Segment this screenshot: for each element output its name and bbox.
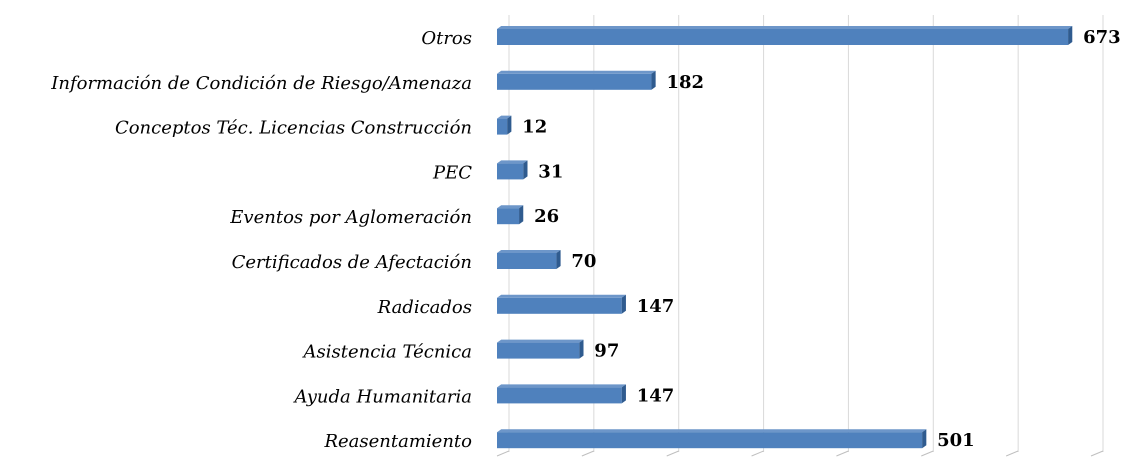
bar-side	[621, 384, 626, 404]
data-label: 12	[522, 117, 547, 138]
bar	[497, 297, 622, 314]
data-label: 182	[666, 72, 704, 93]
data-label: 501	[937, 430, 975, 451]
bar-top	[497, 339, 584, 343]
bar-top	[497, 294, 626, 298]
bar-top	[497, 384, 626, 388]
bar	[497, 73, 652, 90]
bar-side	[621, 294, 626, 314]
category-label: Asistencia Técnica	[301, 342, 472, 363]
bar-side	[519, 205, 524, 225]
bar-side	[1068, 26, 1073, 45]
bar	[497, 432, 923, 449]
bar	[497, 253, 557, 269]
bar-top	[497, 429, 927, 433]
category-label: Radicados	[377, 297, 472, 318]
bar	[497, 118, 508, 135]
bar-side	[556, 250, 561, 269]
tick-mark	[666, 450, 679, 457]
bar-side	[507, 115, 512, 135]
bar	[497, 208, 520, 225]
bar	[497, 387, 622, 404]
bar	[497, 29, 1069, 45]
category-label: Certificados de Afectación	[232, 252, 472, 273]
data-label: 26	[534, 206, 559, 227]
bar-top	[497, 70, 656, 74]
data-label: 673	[1083, 27, 1121, 48]
bar	[497, 342, 580, 359]
category-label: Eventos por Aglomeración	[229, 207, 472, 228]
bar-side	[523, 160, 528, 180]
tick-mark	[496, 450, 510, 457]
bar-side	[922, 429, 927, 449]
category-label: Otros	[421, 28, 472, 49]
category-label: PEC	[432, 162, 472, 183]
bar-top	[497, 26, 1073, 29]
data-label: 147	[637, 296, 675, 317]
tick-mark	[581, 450, 595, 457]
category-label: Información de Condición de Riesgo/Amena…	[50, 73, 472, 94]
bar-top	[497, 205, 524, 209]
category-label: Conceptos Téc. Licencias Construcción	[115, 118, 472, 139]
data-label: 70	[571, 251, 596, 272]
bar-side	[651, 70, 656, 90]
category-label: Reasentamiento	[323, 431, 472, 452]
tick-mark	[1005, 450, 1019, 457]
bar-side	[579, 339, 584, 359]
bar-top	[497, 250, 561, 253]
tick-mark	[1090, 450, 1104, 457]
bar-top	[497, 115, 512, 119]
tick-mark	[751, 450, 764, 457]
bar-top	[497, 160, 528, 164]
bar	[497, 163, 524, 180]
data-label: 97	[594, 341, 619, 362]
tick-mark	[836, 450, 849, 457]
tick-mark	[921, 450, 934, 457]
data-label: 31	[538, 161, 563, 182]
data-label: 147	[637, 385, 675, 406]
category-label: Ayuda Humanitaria	[292, 386, 472, 407]
